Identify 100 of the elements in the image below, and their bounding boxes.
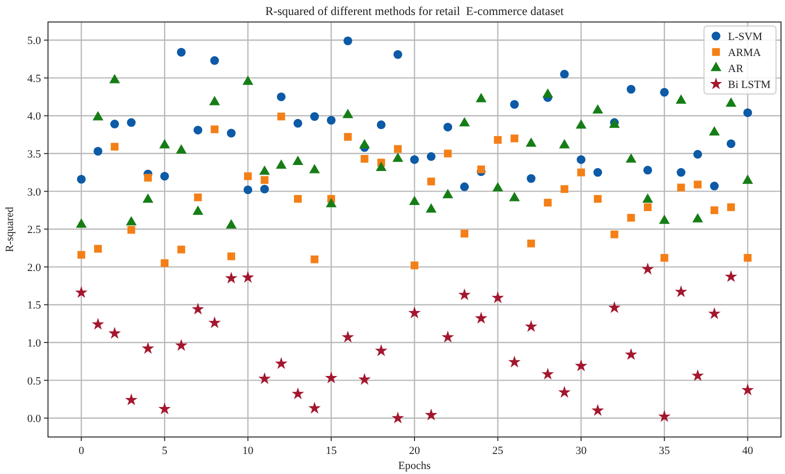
point (374, 344, 388, 356)
point (110, 120, 120, 128)
legend-label: L-SVM (728, 31, 762, 43)
x-axis-title: Epochs (398, 460, 431, 472)
point (674, 285, 688, 298)
point (109, 74, 120, 84)
point (544, 198, 552, 207)
point (308, 402, 321, 414)
point (742, 174, 754, 184)
point (558, 386, 571, 398)
legend-label: ARMA (728, 47, 762, 59)
point (677, 184, 685, 192)
point (394, 145, 402, 153)
point (560, 70, 569, 79)
point (175, 338, 188, 351)
point (693, 150, 702, 159)
point (660, 88, 669, 97)
point (159, 139, 170, 148)
point (210, 125, 218, 134)
point (642, 262, 654, 274)
x-tick-label: 40 (742, 445, 754, 457)
point (242, 76, 254, 85)
point (424, 408, 438, 420)
y-tick-label: 1.0 (27, 338, 42, 350)
point (110, 142, 119, 151)
point (409, 196, 420, 206)
point (208, 316, 221, 328)
point (524, 320, 538, 332)
point (242, 270, 254, 283)
point (127, 226, 136, 234)
point (708, 307, 721, 320)
point (574, 359, 588, 372)
point (309, 164, 320, 174)
point (458, 288, 471, 300)
point (192, 206, 204, 215)
point (343, 36, 352, 46)
point (194, 126, 202, 134)
y-tick-label: 4.5 (27, 72, 42, 85)
point (559, 139, 570, 148)
point (608, 301, 621, 314)
y-tick-label: 2.0 (27, 262, 42, 274)
point (292, 387, 304, 400)
point (542, 368, 554, 380)
point (410, 262, 418, 270)
point (460, 230, 468, 238)
point (393, 50, 402, 59)
point (344, 133, 352, 141)
point (126, 118, 136, 127)
point (526, 174, 536, 183)
point (294, 118, 302, 128)
point (410, 155, 419, 164)
point (644, 203, 652, 212)
y-axis-title: R-squared (4, 206, 16, 252)
point (226, 219, 237, 228)
point (643, 166, 652, 175)
point (77, 250, 86, 259)
point (642, 193, 654, 203)
x-tick-label: 25 (492, 445, 504, 457)
y-tick-label: 4.0 (27, 110, 42, 123)
point (692, 213, 704, 222)
point (610, 230, 618, 238)
point (244, 172, 252, 180)
point (92, 111, 104, 120)
point (477, 166, 486, 174)
point (92, 318, 104, 330)
point (292, 156, 304, 165)
point (194, 194, 202, 202)
point (160, 172, 169, 181)
point (226, 128, 236, 138)
point (444, 150, 452, 158)
x-tick-label: 0 (78, 445, 85, 457)
legend-label: Bi LSTM (728, 79, 771, 91)
point (275, 357, 288, 369)
point (442, 188, 454, 198)
y-tick-label: 3.0 (27, 186, 42, 198)
point (492, 291, 504, 304)
point (727, 203, 735, 212)
point (576, 155, 586, 164)
point (94, 146, 102, 156)
point (142, 193, 154, 203)
point (676, 168, 686, 177)
point (658, 410, 671, 422)
point (176, 144, 187, 154)
point (324, 372, 338, 384)
point (626, 153, 636, 163)
point (310, 255, 318, 264)
point (326, 198, 337, 208)
point (177, 246, 186, 254)
legend-label: AR (728, 63, 744, 75)
point (376, 120, 386, 130)
y-tick-label: 3.5 (27, 148, 42, 161)
point (160, 259, 168, 268)
point (225, 272, 238, 284)
point (691, 369, 704, 382)
point (360, 154, 368, 163)
point (392, 152, 404, 162)
point (144, 174, 152, 182)
point (577, 168, 585, 176)
point (492, 182, 504, 192)
point (744, 254, 752, 262)
